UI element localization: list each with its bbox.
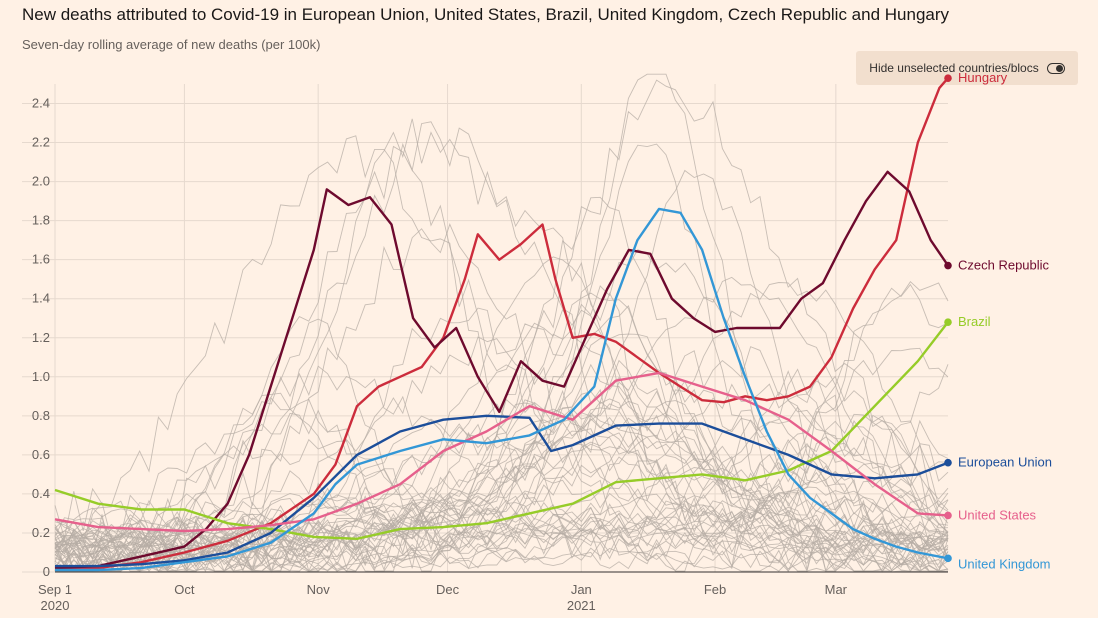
series-label-hungary: Hungary — [958, 70, 1008, 85]
hide-unselected-toggle[interactable]: Hide unselected countries/blocs — [856, 51, 1078, 85]
background-country-line — [54, 365, 949, 559]
background-country-line — [54, 406, 949, 541]
y-tick-label: 2.4 — [32, 96, 50, 111]
x-tick-label: Nov — [307, 582, 331, 597]
series-label-czech-republic: Czech Republic — [958, 258, 1050, 273]
x-tick-label: Feb — [704, 582, 726, 597]
series-label-brazil: Brazil — [958, 314, 991, 329]
toggle-switch-icon[interactable] — [1046, 62, 1065, 74]
background-country-line — [54, 364, 949, 545]
x-tick-year-label: 2021 — [567, 598, 596, 613]
series-end-marker-united-states — [944, 511, 952, 520]
y-tick-label: 1.2 — [32, 330, 50, 345]
background-country-line — [54, 318, 949, 555]
background-country-line — [54, 409, 949, 573]
y-tick-label: 1.8 — [32, 213, 50, 228]
x-tick-label: Sep 1 — [38, 582, 72, 597]
y-tick-label: 2.2 — [32, 135, 50, 150]
series-end-marker-hungary — [944, 74, 952, 82]
background-country-line — [54, 458, 949, 551]
series-end-marker-united-kingdom — [944, 554, 952, 563]
background-country-line — [54, 143, 949, 573]
background-country-line — [54, 402, 949, 555]
series-label-united-states: United States — [958, 507, 1037, 522]
series-line-hungary — [55, 77, 949, 570]
background-country-line — [54, 276, 949, 542]
series-end-marker-brazil — [944, 318, 952, 326]
y-tick-label: 0 — [43, 564, 50, 579]
background-country-line — [54, 73, 949, 572]
background-country-line — [54, 370, 949, 546]
y-tick-label: 0.8 — [32, 408, 50, 423]
y-tick-label: 0.6 — [32, 447, 50, 462]
chart-subtitle: Seven-day rolling average of new deaths … — [22, 37, 321, 52]
background-country-line — [54, 412, 949, 570]
background-country-line — [54, 486, 949, 550]
x-tick-label: Mar — [825, 582, 848, 597]
background-country-line — [54, 135, 949, 539]
x-tick-year-label: 2020 — [41, 598, 70, 613]
y-tick-label: 1.0 — [32, 369, 50, 384]
y-tick-label: 2.0 — [32, 174, 50, 189]
y-tick-label: 1.6 — [32, 252, 50, 267]
background-country-line — [54, 383, 949, 559]
series-line-united-kingdom — [55, 207, 949, 572]
background-country-line — [55, 482, 949, 572]
y-tick-label: 0.4 — [32, 486, 50, 501]
x-tick-label: Dec — [436, 582, 460, 597]
series-line-brazil — [54, 321, 949, 540]
series-line-european-union — [55, 414, 949, 568]
series-label-european-union: European Union — [958, 455, 1052, 470]
y-tick-label: 0.2 — [32, 525, 50, 540]
chart-title: New deaths attributed to Covid-19 in Eur… — [22, 5, 950, 24]
x-tick-label: Jan — [571, 582, 592, 597]
x-tick-label: Oct — [174, 582, 195, 597]
series-label-united-kingdom: United Kingdom — [958, 556, 1051, 571]
y-tick-label: 1.4 — [32, 291, 50, 306]
toggle-label: Hide unselected countries/blocs — [869, 61, 1039, 75]
series-end-marker-czech-republic — [944, 261, 952, 270]
background-country-line — [54, 145, 949, 573]
series-end-marker-european-union — [944, 458, 952, 467]
background-country-line — [54, 323, 949, 537]
series-line-czech-republic — [54, 170, 949, 570]
series-line-united-states — [54, 371, 949, 533]
